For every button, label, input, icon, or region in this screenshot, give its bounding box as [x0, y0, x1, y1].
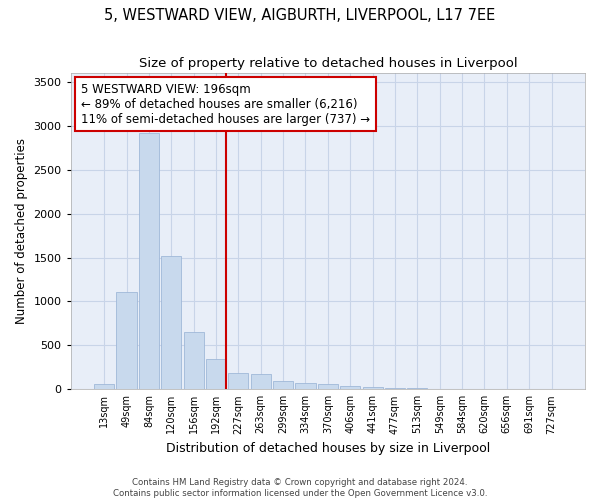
- Bar: [430, 389, 450, 390]
- Bar: [362, 387, 383, 390]
- Bar: [318, 384, 338, 390]
- Text: 5, WESTWARD VIEW, AIGBURTH, LIVERPOOL, L17 7EE: 5, WESTWARD VIEW, AIGBURTH, LIVERPOOL, L…: [104, 8, 496, 22]
- Bar: [295, 382, 316, 390]
- Title: Size of property relative to detached houses in Liverpool: Size of property relative to detached ho…: [139, 58, 517, 70]
- Bar: [340, 386, 360, 390]
- X-axis label: Distribution of detached houses by size in Liverpool: Distribution of detached houses by size …: [166, 442, 490, 455]
- Bar: [206, 360, 226, 390]
- Bar: [251, 374, 271, 390]
- Bar: [116, 292, 137, 390]
- Bar: [407, 388, 427, 390]
- Bar: [184, 332, 203, 390]
- Text: 5 WESTWARD VIEW: 196sqm
← 89% of detached houses are smaller (6,216)
11% of semi: 5 WESTWARD VIEW: 196sqm ← 89% of detache…: [81, 82, 370, 126]
- Text: Contains HM Land Registry data © Crown copyright and database right 2024.
Contai: Contains HM Land Registry data © Crown c…: [113, 478, 487, 498]
- Bar: [229, 372, 248, 390]
- Bar: [385, 388, 405, 390]
- Bar: [161, 256, 181, 390]
- Bar: [139, 133, 159, 390]
- Bar: [94, 384, 114, 390]
- Bar: [273, 381, 293, 390]
- Y-axis label: Number of detached properties: Number of detached properties: [15, 138, 28, 324]
